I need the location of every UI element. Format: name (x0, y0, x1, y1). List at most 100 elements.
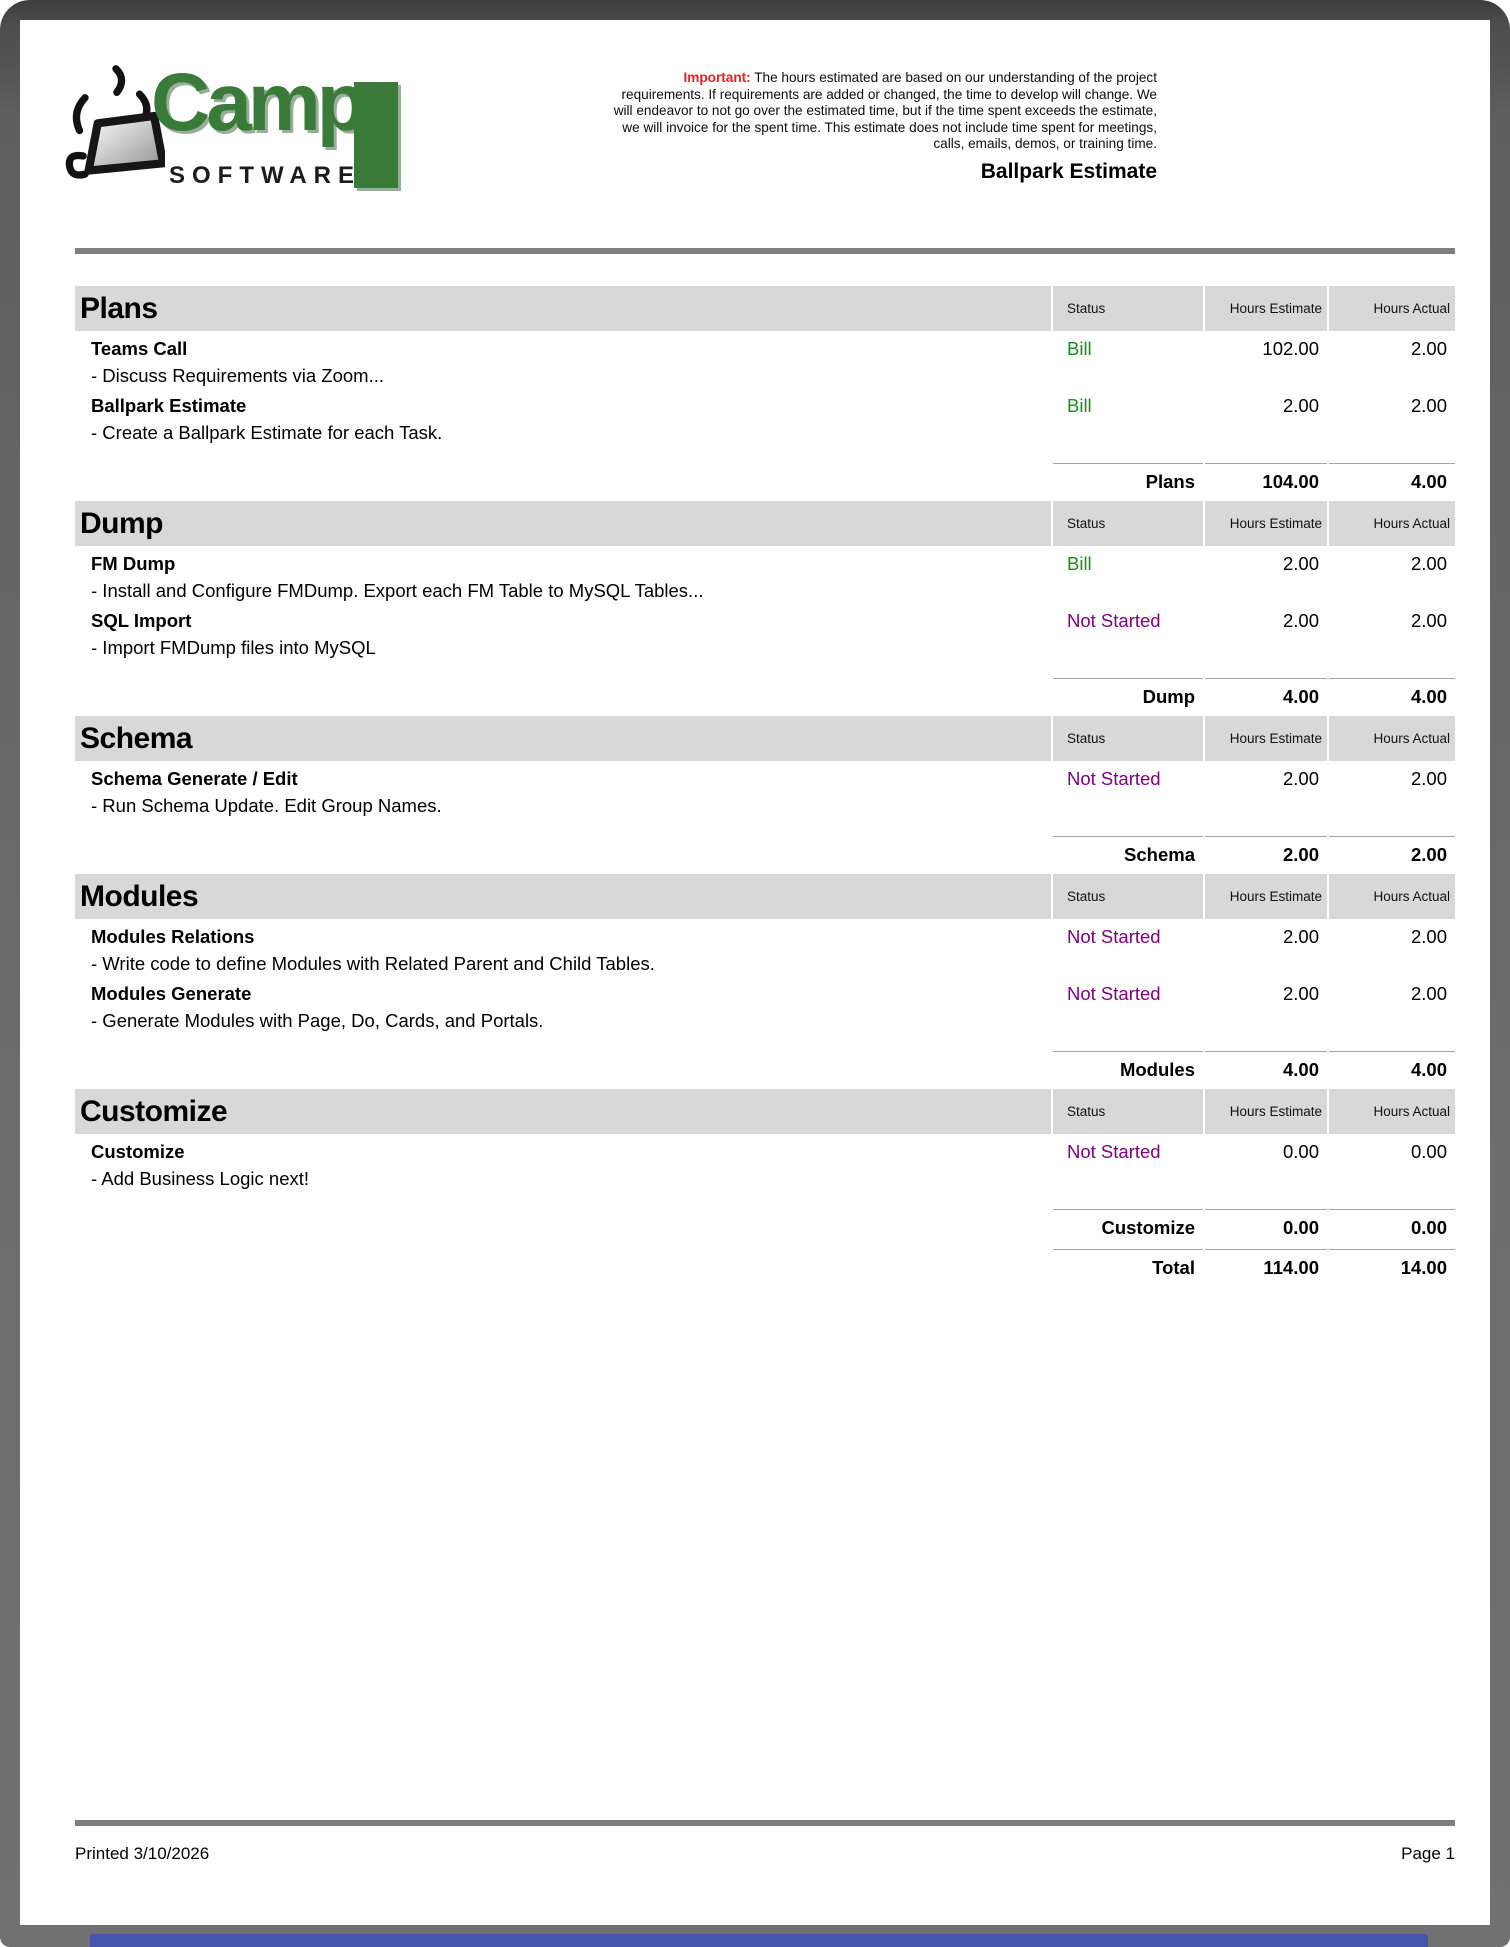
column-header-status: Status (1053, 286, 1203, 331)
task-description: - Generate Modules with Page, Do, Cards,… (91, 1010, 544, 1031)
subtotal-actual: 4.00 (1329, 678, 1455, 710)
subtotal-label: Dump (1053, 678, 1203, 710)
hours-actual-value: 2.00 (1410, 983, 1447, 1004)
column-header-status: Status (1053, 501, 1203, 546)
subtotal-actual: 4.00 (1329, 463, 1455, 495)
task-name: Customize (91, 1141, 185, 1162)
column-header-actual: Hours Actual (1329, 1089, 1455, 1134)
subtotal-row: Dump 4.00 4.00 (75, 678, 1455, 710)
status-value: Not Started (1067, 610, 1161, 631)
section-schema: Schema Status Hours Estimate Hours Actua… (75, 716, 1455, 868)
task-name: Teams Call (91, 338, 188, 359)
section-customize: Customize Status Hours Estimate Hours Ac… (75, 1089, 1455, 1281)
section-title: Plans (75, 286, 1051, 331)
task-row: Modules Generate Not Started 2.00 2.00 -… (75, 980, 1455, 1035)
header-right: Important: The hours estimated are based… (609, 70, 1157, 184)
subtotal-estimate: 4.00 (1205, 1051, 1327, 1083)
hours-estimate-value: 0.00 (1282, 1141, 1319, 1162)
hours-actual-value: 2.00 (1410, 926, 1447, 947)
section-title: Dump (75, 501, 1051, 546)
laptop-steam-icon (65, 65, 165, 179)
section-header: Modules Status Hours Estimate Hours Actu… (75, 874, 1455, 919)
column-header-actual: Hours Actual (1329, 874, 1455, 919)
status-value: Bill (1067, 338, 1092, 359)
task-row: Ballpark Estimate Bill 2.00 2.00 - Creat… (75, 392, 1455, 447)
task-name: Schema Generate / Edit (91, 768, 298, 789)
subtotal-label: Customize (1053, 1209, 1203, 1241)
hours-actual-value: 2.00 (1410, 338, 1447, 359)
column-header-actual: Hours Actual (1329, 286, 1455, 331)
task-row: Modules Relations Not Started 2.00 2.00 … (75, 923, 1455, 978)
task-name: Modules Relations (91, 926, 255, 947)
column-header-status: Status (1053, 1089, 1203, 1134)
section-header: Dump Status Hours Estimate Hours Actual (75, 501, 1455, 546)
hours-estimate-value: 2.00 (1282, 610, 1319, 631)
document-page: Camp SOFTWARE Important: The hours estim… (20, 20, 1490, 1925)
task-name: SQL Import (91, 610, 192, 631)
section-plans: Plans Status Hours Estimate Hours Actual… (75, 286, 1455, 495)
total-row: Total 114.00 14.00 (75, 1249, 1455, 1281)
page-number: Page 1 (1401, 1844, 1455, 1863)
task-name: FM Dump (91, 553, 176, 574)
brand-subtitle: SOFTWARE (169, 162, 361, 189)
subtotal-spacer (75, 1051, 1051, 1083)
section-title: Schema (75, 716, 1051, 761)
subtotal-actual: 0.00 (1329, 1209, 1455, 1241)
hours-estimate-value: 2.00 (1282, 768, 1319, 789)
hours-actual-value: 2.00 (1410, 553, 1447, 574)
subtotal-estimate: 4.00 (1205, 678, 1327, 710)
subtotal-spacer (75, 463, 1051, 495)
task-row: FM Dump Bill 2.00 2.00 - Install and Con… (75, 550, 1455, 605)
subtotal-spacer (75, 836, 1051, 868)
brand-name: Camp (151, 57, 367, 148)
hours-actual-value: 2.00 (1410, 768, 1447, 789)
hours-actual-value: 2.00 (1410, 395, 1447, 416)
subtotal-label: Schema (1053, 836, 1203, 868)
task-description: - Import FMDump files into MySQL (91, 637, 376, 658)
report-body: Plans Status Hours Estimate Hours Actual… (20, 248, 1490, 1281)
hours-actual-value: 0.00 (1410, 1141, 1447, 1162)
next-page-edge (90, 1934, 1428, 1947)
total-estimate: 114.00 (1205, 1249, 1327, 1281)
important-text: The hours estimated are based on our und… (613, 70, 1157, 152)
section-header: Plans Status Hours Estimate Hours Actual (75, 286, 1455, 331)
task-description: - Run Schema Update. Edit Group Names. (91, 795, 442, 816)
subtotal-row: Plans 104.00 4.00 (75, 463, 1455, 495)
column-header-status: Status (1053, 874, 1203, 919)
subtotal-label: Plans (1053, 463, 1203, 495)
section-title: Customize (75, 1089, 1051, 1134)
page-header: Camp SOFTWARE Important: The hours estim… (20, 20, 1490, 248)
subtotal-actual: 2.00 (1329, 836, 1455, 868)
camp-software-logo: Camp SOFTWARE (65, 58, 425, 208)
task-description: - Add Business Logic next! (91, 1168, 310, 1189)
section-header: Schema Status Hours Estimate Hours Actua… (75, 716, 1455, 761)
hours-estimate-value: 2.00 (1282, 395, 1319, 416)
footer-rule (75, 1820, 1455, 1826)
status-value: Bill (1067, 553, 1092, 574)
column-header-estimate: Hours Estimate (1205, 286, 1327, 331)
task-row: Schema Generate / Edit Not Started 2.00 … (75, 765, 1455, 820)
page-footer: Printed 3/10/2026 Page 1 (75, 1820, 1455, 1864)
column-header-estimate: Hours Estimate (1205, 874, 1327, 919)
status-value: Bill (1067, 395, 1092, 416)
hours-estimate-value: 102.00 (1262, 338, 1319, 359)
task-description: - Discuss Requirements via Zoom... (91, 365, 385, 386)
column-header-actual: Hours Actual (1329, 716, 1455, 761)
printed-date: Printed 3/10/2026 (75, 1844, 210, 1863)
page-title: Ballpark Estimate (980, 159, 1157, 183)
status-value: Not Started (1067, 1141, 1161, 1162)
total-label: Total (1053, 1249, 1203, 1281)
section-modules: Modules Status Hours Estimate Hours Actu… (75, 874, 1455, 1083)
status-value: Not Started (1067, 768, 1161, 789)
subtotal-estimate: 0.00 (1205, 1209, 1327, 1241)
subtotal-label: Modules (1053, 1051, 1203, 1083)
important-notice: Important: The hours estimated are based… (609, 70, 1157, 153)
subtotal-row: Modules 4.00 4.00 (75, 1051, 1455, 1083)
hours-estimate-value: 2.00 (1282, 553, 1319, 574)
task-description: - Create a Ballpark Estimate for each Ta… (91, 422, 443, 443)
status-value: Not Started (1067, 926, 1161, 947)
task-name: Modules Generate (91, 983, 252, 1004)
column-header-actual: Hours Actual (1329, 501, 1455, 546)
column-header-estimate: Hours Estimate (1205, 1089, 1327, 1134)
